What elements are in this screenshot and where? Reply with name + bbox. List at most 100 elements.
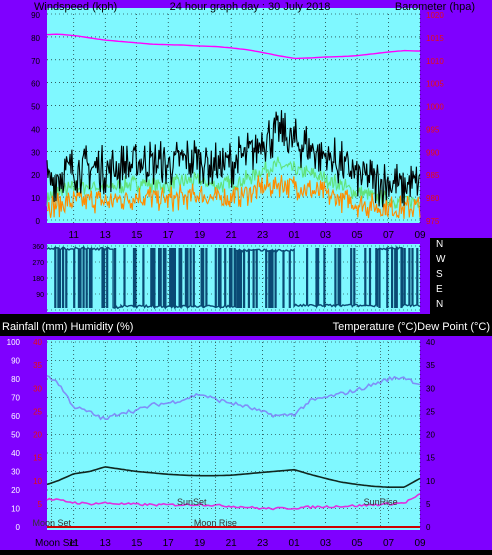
- chart-date-title: 24 hour graph day : 30 July 2018: [170, 1, 331, 13]
- rain-series-temperature: [46, 466, 421, 489]
- rain-series-dew_point: [46, 493, 421, 511]
- wind-y-tick-label: 0: [36, 217, 41, 226]
- wind-x-tick-label: 03: [320, 230, 332, 241]
- wind-y-tick-label: 20: [31, 171, 40, 180]
- direction-y-tick-label: 180: [32, 276, 44, 283]
- barometer-tick-label: 1015: [426, 34, 444, 43]
- rain-x-tick-label: 17: [163, 538, 175, 549]
- barometer-tick-label: 1020: [426, 11, 444, 20]
- humidity-tick-label: 70: [11, 394, 20, 403]
- direction-compass-label: N: [436, 299, 443, 310]
- temperature-tick-label: 40: [426, 338, 435, 347]
- wind-x-tick-label: 17: [163, 230, 175, 241]
- wind-series-group: [46, 33, 421, 219]
- wind-x-tick-label: 09: [414, 230, 426, 241]
- temperature-tick-label: 10: [426, 477, 435, 486]
- rainfall-tick-label: 25: [33, 407, 42, 416]
- rain-x-tick-label: 09: [414, 538, 426, 549]
- wind-x-tick-label: 11: [69, 230, 80, 241]
- humidity-tick-label: 50: [11, 431, 20, 440]
- rain-x-tick-label: 15: [131, 538, 143, 549]
- direction-y-tick-label: 270: [32, 260, 44, 267]
- humidity-tick-label: 20: [11, 486, 20, 495]
- wind-y-tick-label: 40: [31, 125, 40, 134]
- wind-x-tick-label: 23: [257, 230, 269, 241]
- rain-axes: 0102030405060708090100510152025303540051…: [7, 338, 436, 549]
- rain-x-tick-label: 01: [289, 538, 301, 549]
- temperature-tick-label: 20: [426, 431, 435, 440]
- rain-x-tick-label: 05: [351, 538, 363, 549]
- rain-x-tick-label: 03: [320, 538, 332, 549]
- rainfall-tick-label: 15: [33, 454, 42, 463]
- right-black-strip: [430, 238, 492, 316]
- humidity-tick-label: 40: [11, 449, 20, 458]
- rain-x-tick-label: 23: [257, 538, 269, 549]
- windspeed-axis-title: Windspeed (kph): [34, 1, 117, 13]
- rain-x-tick-label: 19: [194, 538, 206, 549]
- direction-series-group: [46, 244, 421, 310]
- barometer-tick-label: 980: [426, 194, 440, 203]
- rainfall-tick-label: 35: [33, 361, 42, 370]
- wind-series-wind_speed: [46, 110, 421, 208]
- barometer-tick-label: 1005: [426, 80, 444, 89]
- rainfall-tick-label: 5: [38, 500, 43, 509]
- humidity-tick-label: 10: [11, 505, 20, 514]
- wind-series-barometer: [46, 33, 421, 60]
- annotation-label: SunSet: [177, 497, 207, 507]
- wind-x-tick-label: 13: [100, 230, 112, 241]
- rain-x-tick-label: 07: [383, 538, 395, 549]
- wind-y-tick-label: 80: [31, 34, 40, 43]
- direction-y-tick-label: 90: [36, 292, 44, 299]
- direction-compass-label: W: [436, 254, 446, 265]
- wind-axes: 0102030405060708090975980985990995100010…: [31, 11, 444, 241]
- barometer-tick-label: 975: [426, 217, 440, 226]
- rain-series-group: Moon Set SunSet Moon Rise SunRise: [32, 342, 421, 528]
- barometer-axis-title: Barometer (hpa): [395, 1, 475, 13]
- rain-humidity-axis-title: Rainfall (mm) Humidity (%): [2, 321, 133, 333]
- barometer-tick-label: 1000: [426, 103, 444, 112]
- wind-y-tick-label: 30: [31, 148, 40, 157]
- direction-compass-label: S: [436, 269, 443, 280]
- humidity-tick-label: 100: [7, 338, 21, 347]
- barometer-tick-label: 995: [426, 125, 440, 134]
- annotation-label: SunRise: [364, 497, 398, 507]
- temperature-tick-label: 0: [426, 523, 431, 532]
- humidity-tick-label: 60: [11, 412, 20, 421]
- mid-black-band: [0, 314, 492, 336]
- direction-y-tick-label: 360: [32, 244, 44, 251]
- wind-grid: [47, 13, 421, 224]
- temperature-tick-label: 35: [426, 361, 435, 370]
- rainfall-tick-label: 30: [33, 384, 42, 393]
- wind-x-tick-label: 01: [289, 230, 301, 241]
- temperature-tick-label: 15: [426, 454, 435, 463]
- humidity-tick-label: 0: [16, 523, 21, 532]
- wind-y-tick-label: 60: [31, 80, 40, 89]
- rain-grid: [47, 341, 421, 528]
- rain-series-humidity: [46, 375, 421, 421]
- barometer-tick-label: 1010: [426, 57, 444, 66]
- temperature-tick-label: 5: [426, 500, 431, 509]
- rain-plot-area: [47, 340, 420, 530]
- direction-series: [46, 244, 421, 310]
- wind-series-wind_avg: [46, 173, 421, 219]
- rain-x-tick-label: 11: [69, 538, 80, 549]
- annotation-label: Moon Set: [32, 518, 71, 528]
- wind-y-tick-label: 70: [31, 57, 40, 66]
- barometer-tick-label: 990: [426, 148, 440, 157]
- direction-compass-label: N: [436, 239, 443, 250]
- temperature-tick-label: 30: [426, 384, 435, 393]
- humidity-tick-label: 30: [11, 468, 20, 477]
- direction-plot-area: [47, 244, 420, 312]
- direction-compass-label: E: [436, 284, 443, 295]
- temperature-tick-label: 25: [426, 407, 435, 416]
- wind-y-tick-label: 90: [31, 11, 40, 20]
- wind-x-tick-label: 19: [194, 230, 206, 241]
- rainfall-tick-label: 40: [33, 338, 42, 347]
- annotation-label: Moon Rise: [194, 518, 237, 528]
- wind-x-tick-label: 05: [351, 230, 363, 241]
- rainfall-tick-label: 10: [33, 477, 42, 486]
- wind-y-tick-label: 10: [31, 194, 40, 203]
